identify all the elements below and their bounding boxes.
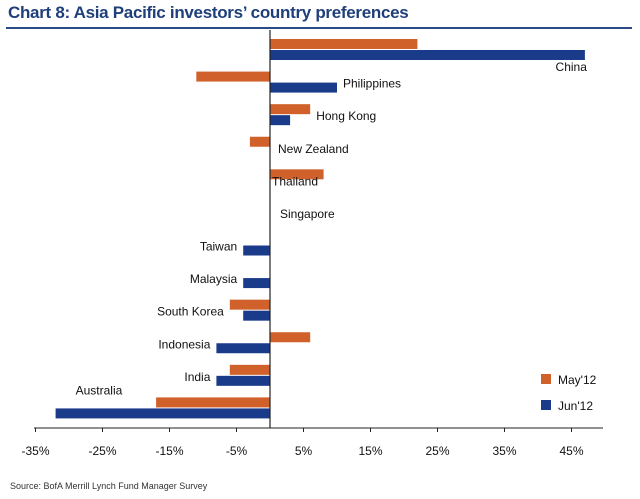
x-tick-label-45: 45% [559,444,583,458]
legend-swatch-may-12 [541,374,551,384]
bar-chart: China Philippines Hong Kong New Zealand Thai… [21,30,603,458]
x-tick-label-35: -35% [21,444,49,458]
category-label-thailand: Thailand [272,174,318,188]
bar-jun-12-china [270,50,585,60]
bar-jun-12-philippines [270,82,337,93]
legend-label-jun-12: Jun'12 [558,399,593,413]
category-label-indonesia: Indonesia [158,337,210,351]
bar-may-12-hong-kong [270,104,311,115]
x-tick-label-15: 15% [358,444,382,458]
category-label-south-korea: South Korea [157,305,224,319]
category-label-india: India [184,370,210,384]
bar-jun-12-south-korea [243,310,270,321]
bar-jun-12-taiwan [243,245,270,256]
bar-may-12-india [229,364,270,375]
bar-may-12-new-zealand [249,136,270,147]
category-label-singapore: Singapore [280,207,335,221]
bar-jun-12-hong-kong [270,115,291,126]
source-note: Source: BofA Merrill Lynch Fund Manager … [10,481,208,491]
category-label-hong-kong: Hong Kong [316,109,376,123]
bar-may-12-china [270,39,418,49]
category-label-australia: Australia [76,383,123,397]
bar-jun-12-india [216,375,270,386]
chart-title: Chart 8: Asia Pacific investors’ country… [8,3,409,22]
x-tick-label-5: -5% [226,444,248,458]
legend-label-may-12: May'12 [558,373,597,387]
bar-jun-12-malaysia [243,278,270,289]
category-label-china: China [556,60,588,74]
x-tick-label-35: 35% [492,444,516,458]
x-tick-label-25: 25% [425,444,449,458]
x-tick-label-25: -25% [88,444,116,458]
category-label-philippines: Philippines [343,77,401,91]
bar-jun-12-australia [55,408,270,419]
category-label-taiwan: Taiwan [200,240,237,254]
bar-may-12-australia [156,397,270,408]
title-rule [6,27,632,29]
bar-may-12-south-korea [229,299,270,310]
legend-swatch-jun-12 [541,400,551,410]
bar-may-12-indonesia [270,332,311,343]
bar-may-12-philippines [196,71,270,82]
x-tick-label-15: -15% [155,444,183,458]
category-label-new-zealand: New Zealand [278,142,349,156]
bar-jun-12-indonesia [216,343,270,354]
x-tick-label-5: 5% [295,444,313,458]
bar-may-12-thailand [270,169,324,180]
category-label-malaysia: Malaysia [190,272,238,286]
